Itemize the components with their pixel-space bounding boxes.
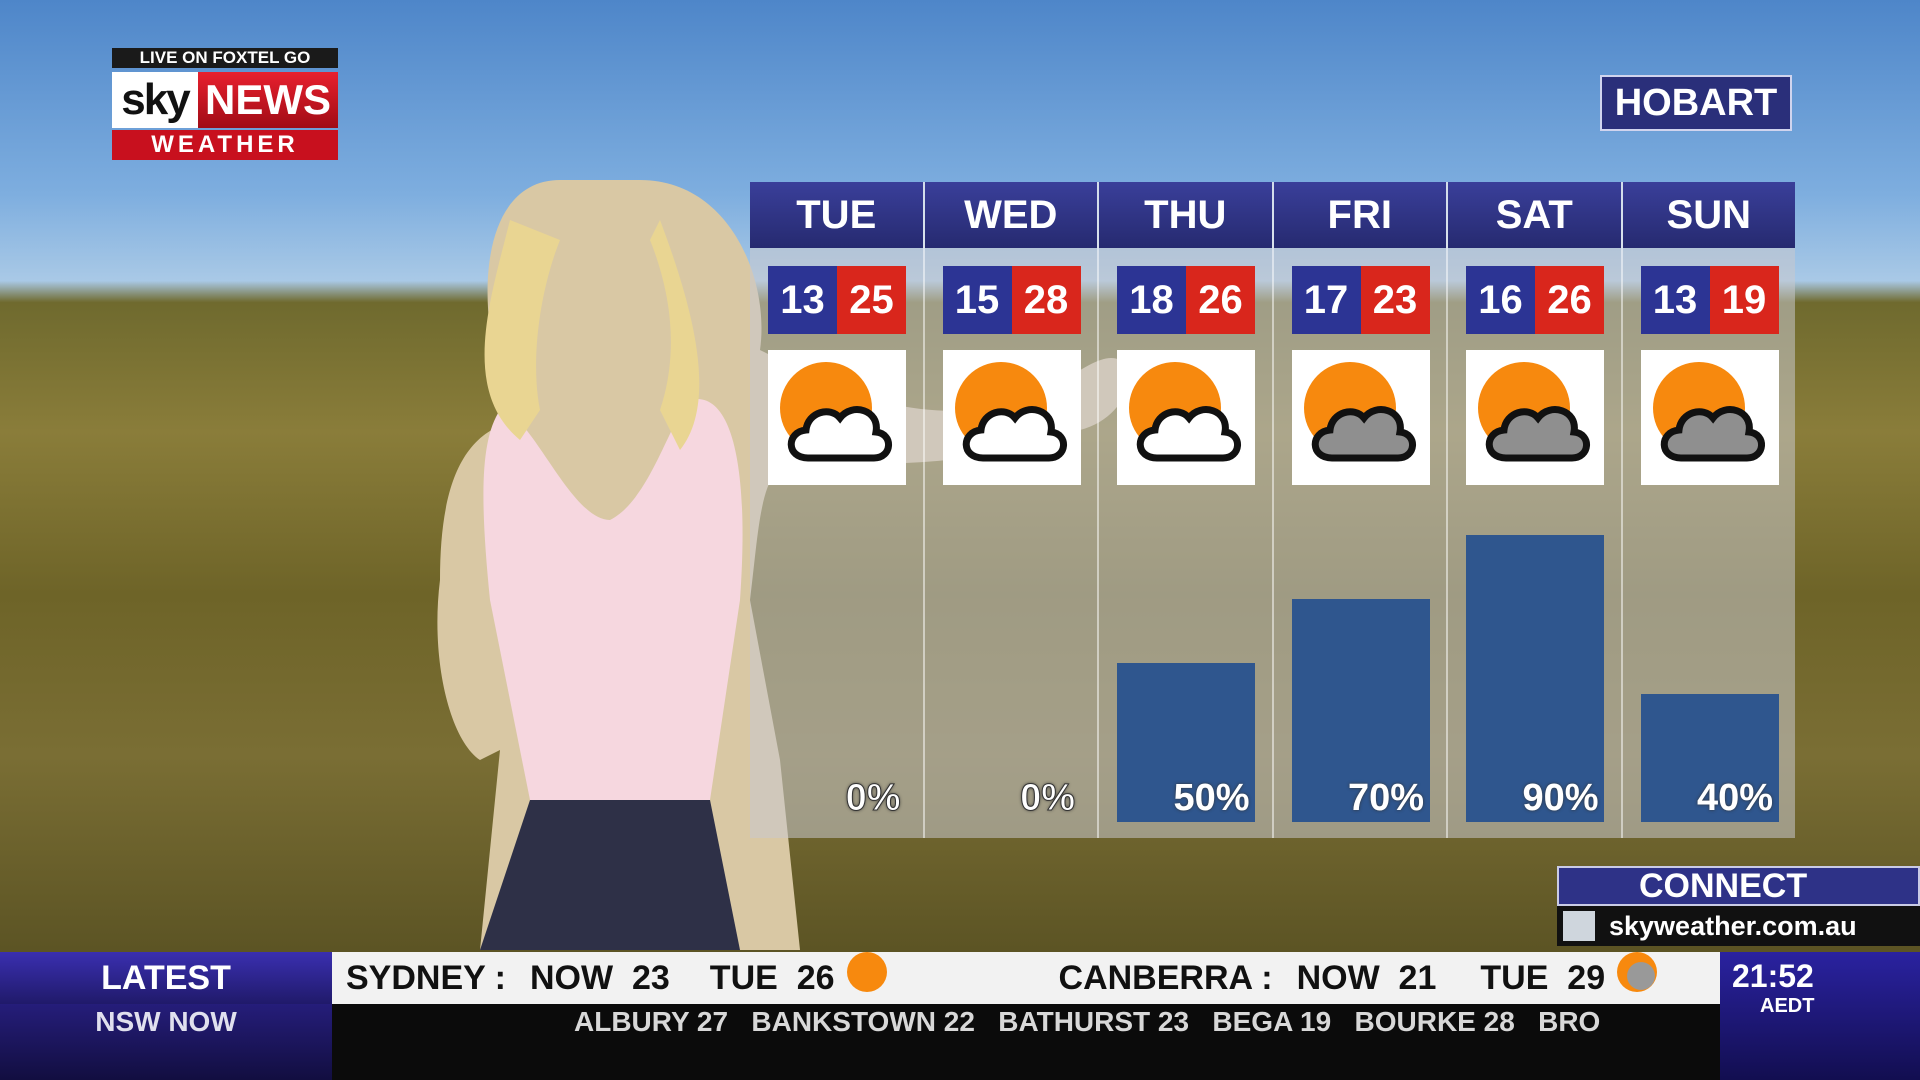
min-temp: 15 [942,266,1012,334]
sun-behind-cloud-icon [1117,350,1255,485]
latest-label: LATEST [0,952,332,1004]
max-temp: 26 [1535,266,1604,334]
rain-chance: 0% [1020,777,1076,820]
clock-time: 21:52 [1732,958,1814,994]
rain-chance: 40% [1696,777,1773,819]
rain-chance: 0% [845,777,901,820]
temperature-pair: 13 25 [768,266,906,334]
rain-bar [1117,662,1255,822]
ticker-day: TUE 26 [709,959,835,997]
ticker-bottom-text: ALBURY 27 BANKSTOWN 22 BATHURST 23 BEGA … [574,1006,1601,1037]
temperature-pair: 13 19 [1640,266,1779,334]
forecast-column: SUN 13 19 40% [1622,182,1795,838]
ticker-top: SYDNEY : NOW 23 TUE 26 CANBERRA : NOW 21 TUE… [332,952,1720,1004]
max-temp: 28 [1011,266,1081,334]
logo-weather: WEATHER [112,130,338,160]
forecast-column: WED 15 28 0% [924,182,1099,838]
sky-news-logo: sky NEWS [112,72,338,128]
connect-title: CONNECT [1557,866,1920,906]
sun-cloud-rain-icon [1617,952,1658,992]
min-temp: 13 [768,266,837,334]
logo-news: NEWS [198,72,338,128]
ticker-now: NOW 21 [1296,959,1437,997]
max-temp: 26 [1186,266,1255,334]
day-label: SUN [1622,182,1795,248]
logo-sky: sky [112,72,198,128]
ticker-now: NOW 23 [529,959,670,997]
forecast-column: TUE 13 25 0% [750,182,925,838]
min-temp: 13 [1640,266,1710,334]
rain-chance: 90% [1522,777,1599,819]
forecast-table: TUE 13 25 0% WED 15 28 0% THU 18 26 50% FRI 17… [750,182,1795,838]
sun-behind-cloud-icon [768,350,906,485]
web-icon [1563,911,1595,941]
day-label: SAT [1448,182,1621,248]
presenter [437,180,1128,950]
section-label: NSW NOW [0,1004,332,1080]
live-on-foxtel-go-label: LIVE ON FOXTEL GO [112,48,338,68]
max-temp: 23 [1360,266,1430,334]
temperature-pair: 15 28 [942,266,1081,334]
forecast-column: THU 18 26 50% [1099,182,1274,838]
rain-bar [1640,694,1779,822]
max-temp: 19 [1709,266,1779,334]
city-label: HOBART [1600,75,1792,131]
connect-panel: CONNECT skyweather.com.au [1557,866,1920,950]
day-label: FRI [1273,182,1446,248]
sun-behind-grey-cloud-icon [1640,350,1779,485]
min-temp: 17 [1291,266,1361,334]
clock: 21:52 AEDT [1720,952,1920,1080]
forecast-column: SAT 16 26 90% [1448,182,1623,838]
forecast-column: FRI 17 23 70% [1273,182,1448,838]
ticker-city: CANBERRA : [1058,959,1273,997]
clock-zone: AEDT [1760,995,1815,1017]
connect-url-text: skyweather.com.au [1609,911,1857,941]
min-temp: 16 [1466,266,1535,334]
ticker-city: SYDNEY : [346,959,506,997]
sun-behind-cloud-icon [942,350,1081,485]
ticker-bottom: ALBURY 27 BANKSTOWN 22 BATHURST 23 BEGA … [332,1004,1720,1080]
connect-url[interactable]: skyweather.com.au [1557,906,1920,946]
min-temp: 18 [1117,266,1186,334]
day-label: TUE [750,182,923,248]
rain-bar [1466,534,1604,822]
max-temp: 25 [837,266,906,334]
temperature-pair: 17 23 [1291,266,1430,334]
temperature-pair: 18 26 [1117,266,1255,334]
day-label: THU [1099,182,1272,248]
ticker-day: TUE 29 [1480,959,1606,997]
sun-behind-grey-cloud-icon [1466,350,1604,485]
rain-chance: 50% [1173,777,1250,819]
rain-chance: 70% [1347,777,1424,819]
sun-behind-grey-cloud-icon [1291,350,1430,485]
sun-icon [846,952,887,992]
temperature-pair: 16 26 [1466,266,1604,334]
day-label: WED [924,182,1097,248]
rain-bar [1291,598,1430,822]
